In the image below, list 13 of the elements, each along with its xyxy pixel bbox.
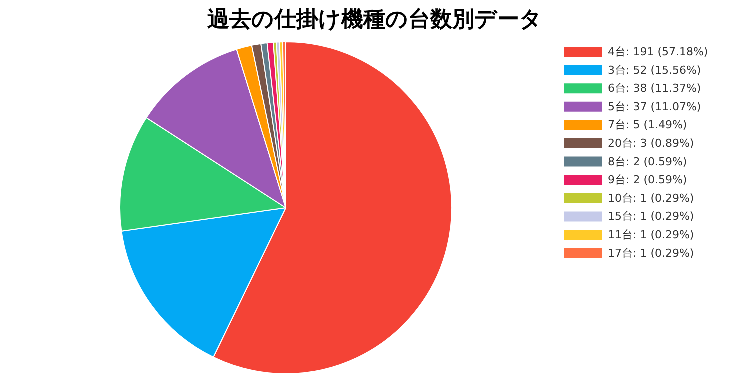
legend-label: 6台: 38 (11.37%) <box>608 82 702 96</box>
legend-label: 7台: 5 (1.49%) <box>608 118 688 132</box>
legend-label: 8台: 2 (0.59%) <box>608 155 688 168</box>
chart-title: 過去の仕掛け機種の台数別データ <box>208 8 542 32</box>
legend-label: 10台: 1 (0.29%) <box>608 192 694 205</box>
legend-label: 5台: 37 (11.07%) <box>608 100 702 114</box>
legend-label: 9台: 2 (0.59%) <box>608 174 688 187</box>
legend-label: 3台: 52 (15.56%) <box>608 64 702 77</box>
legend-label: 4台: 191 (57.18%) <box>608 46 708 58</box>
legend-label: 20台: 3 (0.89%) <box>608 137 694 150</box>
legend-label: 15台: 1 (0.29%) <box>608 210 694 224</box>
legend-label: 11台: 1 (0.29%) <box>608 228 694 242</box>
legend-label: 17台: 1 (0.29%) <box>608 246 694 260</box>
